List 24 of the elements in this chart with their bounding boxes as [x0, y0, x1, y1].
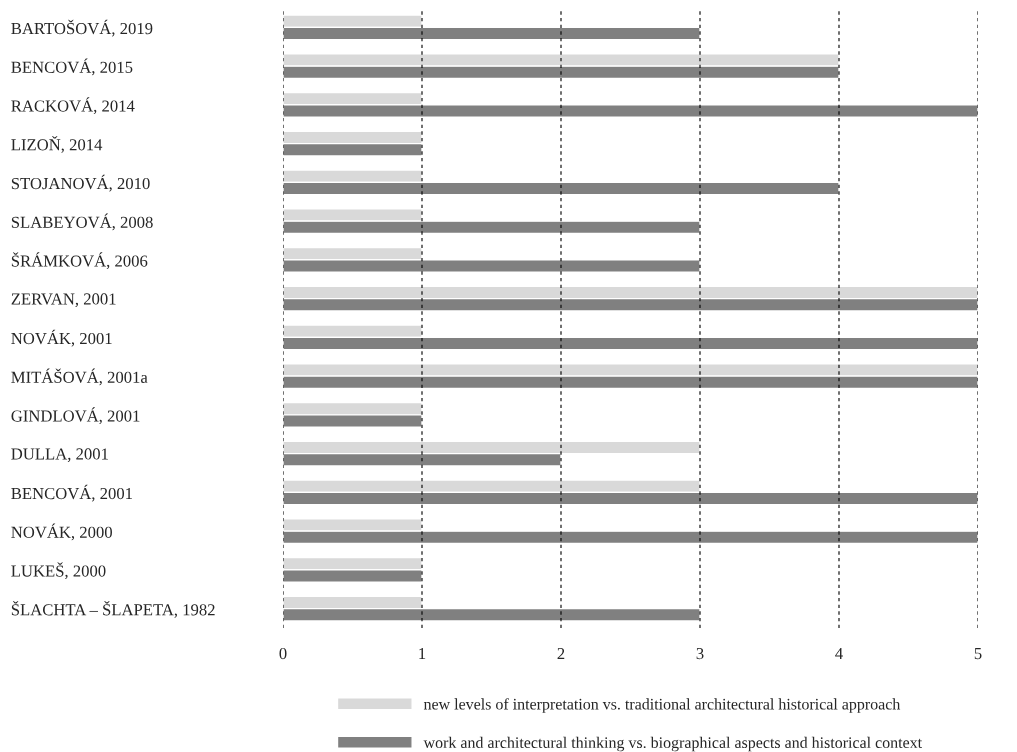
- y-tick-label: NOVÁK, 2001: [11, 329, 112, 347]
- y-tick-label: ŠLACHTA – ŠLAPETA, 1982: [11, 601, 215, 618]
- x-tick-label: 3: [696, 647, 704, 660]
- y-tick-label: GINDLOVÁ, 2001: [11, 407, 140, 425]
- y-tick-label: SLABEYOVÁ, 2008: [11, 213, 153, 231]
- y-tick-label: MITÁŠOVÁ, 2001a: [11, 368, 148, 386]
- x-tick-label: 5: [974, 648, 982, 660]
- x-tick-label: 0: [279, 647, 287, 660]
- y-tick-label: STOJANOVÁ, 2010: [11, 174, 150, 192]
- y-tick-label: LUKEŠ, 2000: [11, 562, 106, 580]
- y-tick-label: DULLA, 2001: [11, 448, 108, 462]
- y-tick-label: NOVÁK, 2000: [11, 523, 112, 541]
- y-tick-label: BARTOŠOVÁ, 2019: [11, 19, 153, 37]
- y-tick-label: RACKOVÁ, 2014: [11, 97, 135, 115]
- y-tick-label: ŠRÁMKOVÁ, 2006: [11, 252, 148, 270]
- legend-label: work and architectural thinking vs. biographical aspects and historical context: [423, 736, 922, 752]
- y-tick-label: LIZOŇ, 2014: [11, 136, 103, 153]
- y-tick-label: BENCOVÁ, 2015: [11, 58, 133, 76]
- x-tick-label: 4: [835, 648, 843, 660]
- y-tick-label: ZERVAN, 2001: [11, 293, 116, 307]
- x-tick-label: 2: [557, 647, 565, 660]
- x-tick-label: 1: [419, 648, 426, 660]
- y-tick-label: BENCOVÁ, 2001: [11, 484, 132, 502]
- legend-label: new levels of interpretation vs. traditional architectural historical approach: [423, 698, 901, 713]
